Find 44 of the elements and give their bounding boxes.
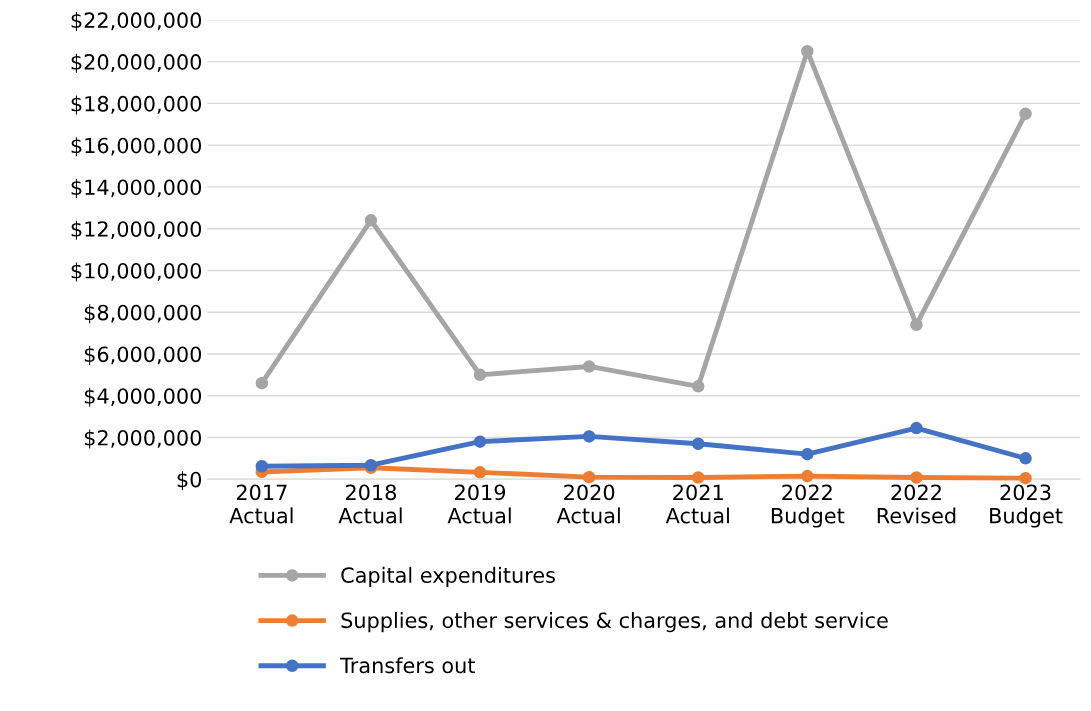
x-tick-label: 2017 Actual — [229, 484, 293, 524]
point — [801, 44, 814, 58]
x-tick-label: 2018 Actual — [338, 484, 402, 524]
point — [691, 437, 705, 450]
y-tick-label: $12,000,000 — [71, 220, 202, 240]
point — [691, 471, 705, 484]
point — [1019, 107, 1032, 121]
y-tick-label: $6,000,000 — [84, 346, 202, 365]
legend-label: Supplies, other services & charges, and debt service — [341, 612, 888, 633]
x-tick-label: 2021 Actual — [665, 484, 729, 524]
point — [364, 214, 378, 227]
y-tick-label: $22,000,000 — [71, 11, 202, 31]
y-tick-label: $20,000,000 — [71, 53, 202, 73]
legend-label: Transfers out — [340, 657, 475, 674]
y-tick-label: $0 — [177, 471, 202, 491]
point — [910, 421, 923, 435]
y-tick-label: $4,000,000 — [84, 387, 202, 407]
point — [582, 360, 596, 373]
x-tick-label: 2022 Revised — [877, 484, 956, 524]
point — [473, 466, 487, 479]
y-tick-label: $8,000,000 — [84, 304, 202, 324]
y-tick-label: $18,000,000 — [71, 95, 202, 115]
point — [801, 447, 814, 461]
point — [1019, 452, 1032, 465]
legend-label: Capital expenditures — [341, 566, 555, 588]
point — [473, 435, 487, 448]
point — [1019, 471, 1032, 485]
point — [582, 470, 596, 484]
y-tick-label: $10,000,000 — [71, 262, 202, 282]
y-tick-label: $16,000,000 — [71, 137, 202, 157]
x-tick-label: 2019 Actual — [447, 484, 511, 524]
point — [691, 380, 705, 393]
point — [473, 368, 487, 382]
point — [582, 430, 596, 443]
point — [255, 460, 269, 473]
point — [910, 471, 923, 484]
x-tick-label: 2022 Budget — [771, 484, 845, 528]
y-tick-label: $14,000,000 — [71, 179, 202, 198]
x-tick-label: 2020 Actual — [556, 484, 620, 524]
point — [910, 318, 923, 331]
y-tick-label: $2,000,000 — [84, 429, 202, 449]
point — [255, 376, 269, 390]
point — [801, 469, 814, 483]
x-tick-label: 2023 Budget — [990, 484, 1063, 528]
